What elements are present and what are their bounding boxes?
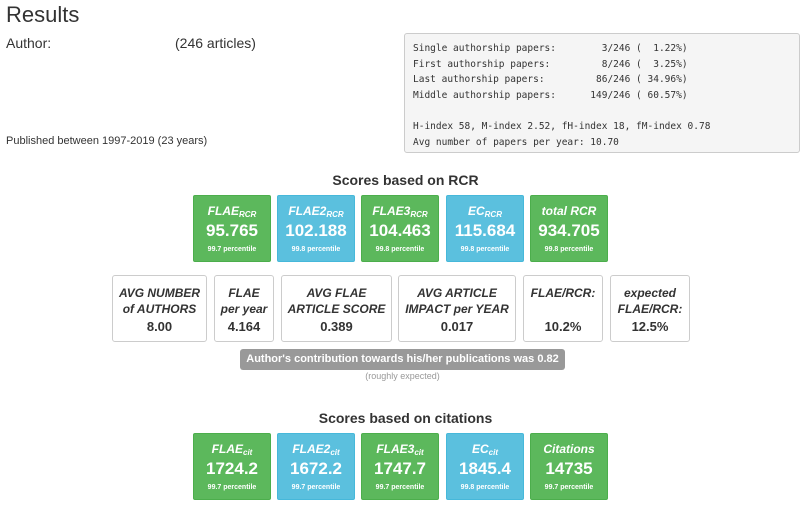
tile-percentile: 99.7 percentile xyxy=(291,484,341,491)
avg-article-impact-box: AVG ARTICLE IMPACT per YEAR 0.017 xyxy=(398,275,516,342)
citation-tile: FLAE2cit 1672.2 99.7 percentile xyxy=(277,433,355,500)
box-value: 0.017 xyxy=(440,319,474,334)
article-count: (246 articles) xyxy=(175,35,256,51)
tile-label: FLAE2cit xyxy=(292,442,340,457)
rcr-tile: FLAERCR 95.765 99.7 percentile xyxy=(193,195,271,262)
box-value: 4.164 xyxy=(227,319,261,334)
tile-percentile: 99.7 percentile xyxy=(207,484,257,491)
box-label: AVG NUMBER of AUTHORS xyxy=(118,286,201,316)
rcr-tile: FLAE3RCR 104.463 99.8 percentile xyxy=(361,195,439,262)
tile-value: 1747.7 xyxy=(374,459,426,478)
tile-label: Citations xyxy=(543,442,595,456)
tile-percentile: 99.8 percentile xyxy=(460,246,510,253)
stats-line xyxy=(413,103,799,119)
rcr-tile: ECRCR 115.684 99.8 percentile xyxy=(446,195,524,262)
citations-section-title: Scores based on citations xyxy=(318,410,493,426)
tile-value: 115.684 xyxy=(454,221,516,240)
box-label: AVG FLAE ARTICLE SCORE xyxy=(287,286,386,316)
citation-tile: ECcit 1845.4 99.8 percentile xyxy=(446,433,524,500)
tile-label: total RCR xyxy=(541,204,597,218)
tile-value: 104.463 xyxy=(369,221,431,240)
tile-value: 1672.2 xyxy=(290,459,342,478)
citation-tile: Citations 14735 99.7 percentile xyxy=(530,433,608,500)
tile-value: 1845.4 xyxy=(459,459,511,478)
tile-label: FLAE3cit xyxy=(376,442,424,457)
publication-range: Published between 1997-2019 (23 years) xyxy=(6,135,208,147)
tile-percentile: 99.7 percentile xyxy=(375,484,425,491)
tile-percentile: 99.7 percentile xyxy=(544,484,594,491)
authorship-stats-box: Single authorship papers: 3/246 ( 1.22%)… xyxy=(404,33,800,153)
box-value: 10.2% xyxy=(544,319,582,334)
stats-line: First authorship papers: 8/246 ( 3.25%) xyxy=(413,58,688,70)
box-label: FLAE/RCR: xyxy=(530,286,596,300)
tile-label: FLAEcit xyxy=(211,442,253,457)
box-label: expected FLAE/RCR: xyxy=(617,286,683,316)
tile-percentile: 99.8 percentile xyxy=(291,246,341,253)
tile-label: FLAERCR xyxy=(207,204,257,219)
stats-line: Last authorship papers: 86/246 ( 34.96%) xyxy=(413,74,688,86)
box-value: 8.00 xyxy=(146,319,173,334)
tile-value: 934.705 xyxy=(538,221,600,240)
author-label: Author: xyxy=(6,35,52,51)
expected-flae-rcr-box: expected FLAE/RCR: 12.5% xyxy=(610,275,690,342)
tile-percentile: 99.7 percentile xyxy=(207,246,257,253)
tile-value: 95.765 xyxy=(206,221,258,240)
box-label: FLAE per year xyxy=(220,286,268,316)
rcr-section-title: Scores based on RCR xyxy=(332,172,479,188)
tile-label: ECRCR xyxy=(467,204,502,219)
stats-line: Avg number of papers per year: 10.70 xyxy=(413,136,619,148)
contribution-note: (roughly expected) xyxy=(365,371,440,381)
stats-line: H-index 58, M-index 2.52, fH-index 18, f… xyxy=(413,120,711,132)
flae-rcr-box: FLAE/RCR: 10.2% xyxy=(523,275,603,342)
tile-value: 1724.2 xyxy=(206,459,258,478)
tile-percentile: 99.8 percentile xyxy=(375,246,425,253)
page-title: Results xyxy=(6,2,80,27)
box-value: 0.389 xyxy=(320,319,353,334)
citation-tile: FLAEcit 1724.2 99.7 percentile xyxy=(193,433,271,500)
box-value: 12.5% xyxy=(631,319,669,334)
tile-label: FLAE3RCR xyxy=(372,204,428,219)
tile-percentile: 99.8 percentile xyxy=(460,484,510,491)
citation-tile: FLAE3cit 1747.7 99.7 percentile xyxy=(361,433,439,500)
rcr-tile: total RCR 934.705 99.8 percentile xyxy=(530,195,608,262)
contribution-badge: Author's contribution towards his/her pu… xyxy=(240,349,565,370)
tile-label: ECcit xyxy=(471,442,498,457)
flae-per-year-box: FLAE per year 4.164 xyxy=(214,275,274,342)
tile-value: 14735 xyxy=(545,459,593,478)
stats-line: Single authorship papers: 3/246 ( 1.22%) xyxy=(413,43,688,54)
tile-value: 102.188 xyxy=(285,221,347,240)
box-label: AVG ARTICLE IMPACT per YEAR xyxy=(405,286,509,316)
stats-line: Middle authorship papers: 149/246 ( 60.5… xyxy=(413,89,688,101)
rcr-tile: FLAE2RCR 102.188 99.8 percentile xyxy=(277,195,355,262)
avg-authors-box: AVG NUMBER of AUTHORS 8.00 xyxy=(112,275,207,342)
avg-flae-article-score-box: AVG FLAE ARTICLE SCORE 0.389 xyxy=(281,275,392,342)
tile-label: FLAE2RCR xyxy=(288,204,344,219)
tile-percentile: 99.8 percentile xyxy=(544,246,594,253)
